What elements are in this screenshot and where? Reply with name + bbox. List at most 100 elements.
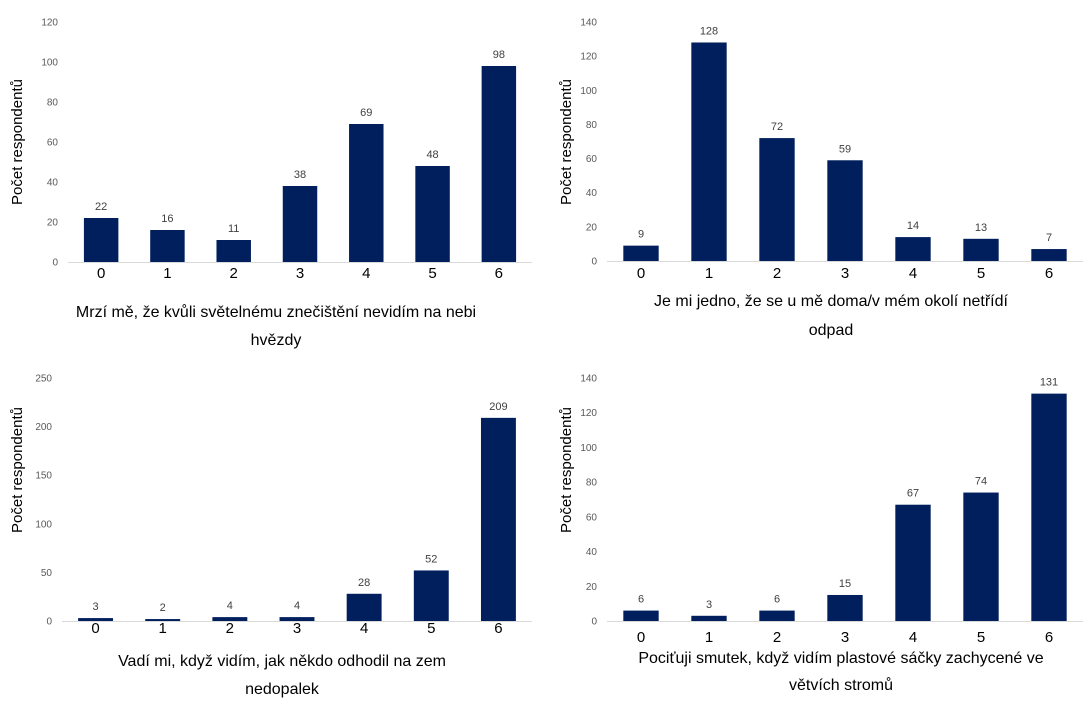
bar — [827, 594, 863, 621]
x-tick-label: 3 — [296, 265, 304, 282]
data-label: 16 — [161, 213, 173, 225]
data-label: 6 — [638, 594, 644, 606]
data-label: 72 — [771, 121, 783, 133]
bar — [415, 166, 450, 262]
x-tick-label: 2 — [226, 620, 234, 637]
x-tick-label: 1 — [159, 620, 167, 637]
x-tick-label: 1 — [705, 265, 713, 282]
x-axis-title-line: Pociťuji smutek, když vidím plastové sáč… — [638, 650, 1043, 667]
y-axis-title: Počet respondentů — [9, 407, 26, 533]
bar — [346, 593, 382, 621]
bar — [1031, 393, 1067, 621]
y-tick-label: 60 — [586, 512, 598, 523]
bar — [691, 615, 727, 621]
y-tick-label: 40 — [586, 547, 598, 558]
x-tick-label: 0 — [97, 265, 105, 282]
bar — [963, 238, 999, 261]
y-tick-label: 140 — [580, 374, 597, 385]
y-axis-title: Počet respondentů — [558, 79, 575, 205]
x-tick-label: 0 — [637, 629, 645, 646]
y-tick-label: 100 — [41, 58, 58, 69]
data-label: 98 — [493, 49, 505, 61]
data-label: 69 — [360, 107, 372, 119]
chart-plastic-bags: 0204060801001201406031621536747451316Poč… — [558, 374, 1083, 694]
bar — [83, 218, 119, 262]
bar — [78, 618, 114, 621]
x-tick-label: 2 — [230, 265, 238, 282]
y-tick-label: 20 — [47, 218, 59, 229]
y-tick-label: 60 — [47, 138, 59, 149]
x-axis-title-line: Je mi jedno, že se u mě doma/v mém okolí… — [654, 293, 1008, 310]
chart-cigarette-butt: 0 50 100 150 200 250 3 0 2 1 4 2 4 3 28 4 52 5 209 6 Počet r… — [9, 374, 532, 698]
data-label: 9 — [638, 229, 644, 241]
bar — [481, 66, 517, 262]
x-tick-label: 5 — [428, 265, 436, 282]
y-tick-label: 150 — [35, 471, 52, 482]
data-label: 48 — [426, 149, 438, 161]
x-tick-label: 3 — [293, 620, 301, 637]
y-tick-label: 120 — [580, 52, 597, 63]
bar — [145, 619, 181, 621]
x-tick-label: 0 — [91, 620, 99, 637]
bar — [827, 160, 863, 261]
x-tick-label: 2 — [773, 265, 781, 282]
x-tick-label: 4 — [909, 265, 917, 282]
y-tick-label: 80 — [586, 120, 598, 131]
y-tick-label: 40 — [47, 178, 59, 189]
x-axis-title-line: Mrzí mě, že kvůli světelnému znečištění … — [76, 303, 476, 321]
y-axis-title: Počet respondentů — [558, 407, 575, 533]
y-tick-label: 80 — [586, 478, 598, 489]
chart-panel-waste-sorting: 0 20 40 60 80 100 120 140 9 0 128 1 72 2 59 3 14 4 13 5 7 6 Po… — [543, 0, 1087, 350]
x-tick-label: 1 — [163, 265, 171, 282]
y-tick-label: 100 — [580, 86, 597, 97]
x-tick-label: 3 — [841, 265, 849, 282]
data-label: 13 — [975, 222, 987, 234]
data-label: 22 — [95, 201, 107, 213]
y-tick-label: 40 — [586, 188, 598, 199]
data-label: 209 — [489, 401, 507, 413]
chart-panel-light-pollution: 0 20 40 60 80 100 120 22 0 16 1 11 2 38 3 69 4 48 5 98 6 Poče… — [0, 0, 543, 350]
x-axis-title-line: větvích stromů — [789, 676, 893, 694]
x-tick-label: 6 — [495, 265, 503, 282]
bar — [480, 417, 516, 621]
data-label: 131 — [1040, 377, 1058, 389]
y-tick-label: 120 — [41, 18, 58, 29]
y-tick-label: 100 — [580, 443, 597, 454]
y-tick-label: 0 — [52, 258, 58, 269]
x-tick-label: 1 — [705, 629, 713, 646]
bar — [759, 610, 795, 621]
data-label: 4 — [227, 600, 233, 612]
data-label: 3 — [706, 599, 712, 611]
data-label: 4 — [294, 600, 300, 612]
bar — [150, 230, 185, 262]
bar — [212, 617, 248, 621]
bar — [282, 186, 318, 262]
data-label: 11 — [228, 223, 239, 235]
bar — [895, 504, 931, 621]
data-label: 74 — [975, 476, 987, 488]
bar — [1031, 249, 1067, 261]
x-tick-label: 6 — [1045, 629, 1053, 646]
x-tick-label: 5 — [977, 265, 985, 282]
bar — [895, 237, 931, 261]
chart-panel-cigarette-butt: 0 50 100 150 200 250 3 0 2 1 4 2 4 3 28 4 52 5 209 6 Počet r… — [0, 350, 543, 701]
y-tick-label: 50 — [41, 568, 53, 579]
data-label: 67 — [907, 488, 919, 500]
y-tick-label: 60 — [586, 154, 598, 165]
data-label: 3 — [93, 601, 99, 613]
data-label: 2 — [160, 602, 166, 614]
data-label: 6 — [774, 594, 780, 606]
x-tick-label: 5 — [977, 629, 985, 646]
data-label: 14 — [907, 220, 919, 232]
y-tick-label: 250 — [35, 374, 52, 385]
bar — [963, 492, 999, 621]
bar — [623, 245, 659, 261]
bar — [349, 124, 384, 262]
y-axis-title: Počet respondentů — [9, 79, 26, 205]
bar — [216, 240, 251, 262]
bar — [279, 617, 315, 621]
y-tick-label: 100 — [35, 519, 52, 530]
x-axis-title-line: nedopalek — [245, 681, 320, 698]
data-label: 7 — [1046, 232, 1052, 244]
y-tick-label: 0 — [591, 617, 597, 628]
